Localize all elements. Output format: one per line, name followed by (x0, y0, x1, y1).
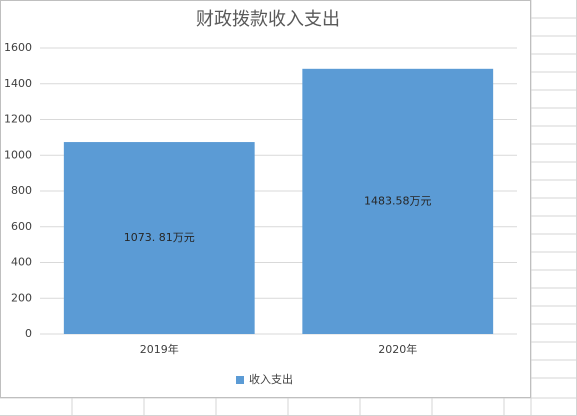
y-tick-label: 1000 (4, 148, 32, 161)
y-tick-label: 1200 (4, 113, 32, 126)
value-label: 1073. 81万元 (124, 231, 195, 244)
bar (63, 142, 255, 334)
value-label: 1483.58万元 (364, 194, 432, 207)
y-tick-label: 200 (11, 291, 32, 304)
y-tick-label: 0 (25, 327, 32, 340)
x-tick-label: 2019年 (140, 342, 179, 356)
y-tick-label: 600 (11, 220, 32, 233)
legend-swatch (236, 376, 244, 384)
y-tick-label: 1400 (4, 77, 32, 90)
chart-title: 财政拨款收入支出 (196, 9, 340, 30)
x-tick-label: 2020年 (378, 342, 417, 356)
y-tick-label: 1600 (4, 41, 32, 54)
bar (302, 68, 494, 335)
y-tick-label: 800 (11, 184, 32, 197)
legend-label: 收入支出 (249, 372, 293, 386)
y-tick-label: 400 (11, 256, 32, 269)
